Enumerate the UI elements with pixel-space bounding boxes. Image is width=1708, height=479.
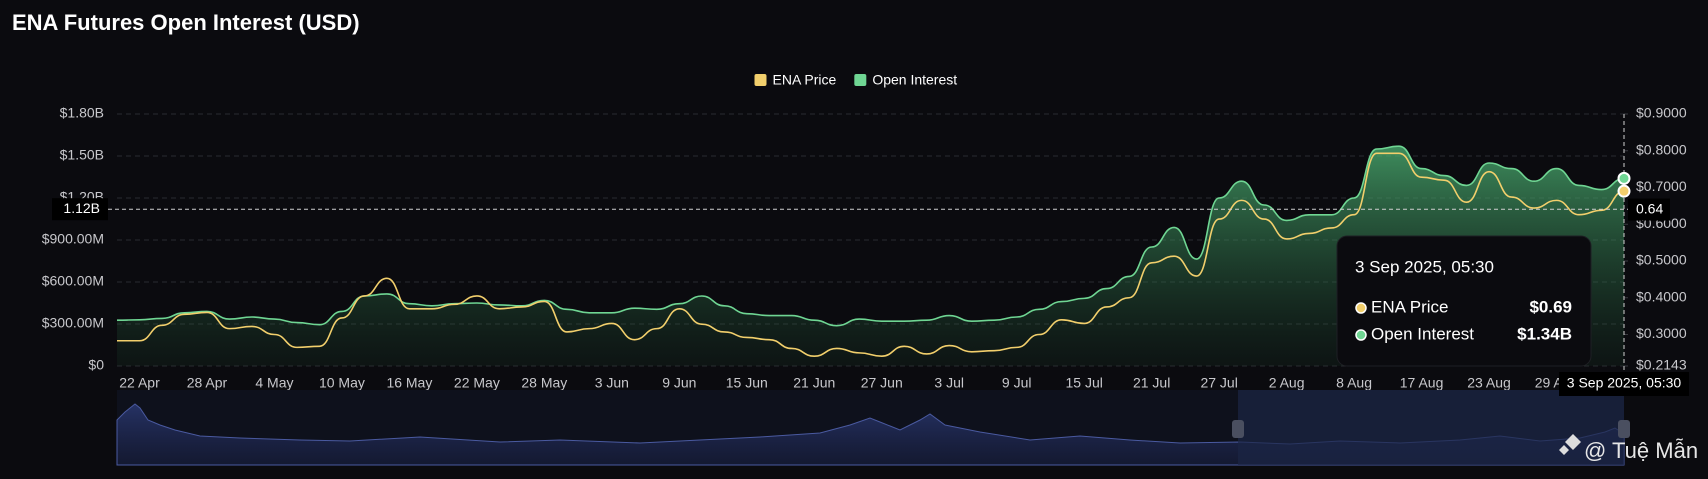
navigator: [116, 390, 1630, 466]
hover-point: [1617, 184, 1631, 198]
tooltip: [1336, 235, 1592, 367]
axes: $0$300.00M$600.00M$900.00M$1.20B$1.50B$1…: [42, 105, 1687, 391]
x-tick-label: 9 Jun: [662, 375, 696, 391]
chart-title: ENA Futures Open Interest (USD): [12, 10, 360, 35]
x-tick-label: 21 Jun: [793, 375, 835, 391]
x-tick-label: 10 May: [319, 375, 365, 391]
crosshair-y2-label: 0.64: [1636, 200, 1663, 216]
legend-swatch: [754, 74, 767, 86]
y2-tick-label: $0.9000: [1636, 105, 1687, 121]
x-tick-label: 22 May: [454, 375, 500, 391]
legend-label: Open Interest: [872, 72, 957, 88]
y-tick-label: $300.00M: [42, 315, 104, 331]
tooltip-value: $1.34B: [1517, 324, 1572, 343]
hover-point: [1617, 171, 1631, 185]
x-tick-label: 28 May: [521, 375, 567, 391]
legend: ENA Price Open Interest: [754, 72, 957, 88]
y2-tick-label: $0.2143: [1636, 357, 1687, 373]
y2-tick-label: $0.5000: [1636, 252, 1687, 268]
x-tick-label: 16 May: [386, 375, 432, 391]
crosshair-x-label: 3 Sep 2025, 05:30: [1567, 375, 1682, 391]
x-tick-label: 2 Aug: [1269, 375, 1305, 391]
tooltip-value: $0.69: [1529, 297, 1572, 316]
tooltip-dot: [1355, 329, 1367, 341]
legend-swatch: [854, 74, 867, 86]
x-tick-label: 4 May: [255, 375, 293, 391]
crosshair-y-label: 1.12B: [63, 200, 100, 216]
legend-label: ENA Price: [773, 72, 837, 88]
x-tick-label: 27 Jul: [1200, 375, 1237, 391]
x-tick-label: 15 Jun: [726, 375, 768, 391]
y-tick-label: $1.80B: [60, 105, 104, 121]
y2-tick-label: $0.4000: [1636, 288, 1687, 304]
y2-tick-label: $0.8000: [1636, 141, 1687, 157]
crosshair-x-box: [1559, 372, 1689, 396]
plot: [116, 145, 1625, 366]
tooltip-dot: [1355, 302, 1367, 314]
y2-tick-label: $0.7000: [1636, 178, 1687, 194]
watermark: @ Tuệ Mẫn: [1584, 438, 1698, 463]
tooltip-name: Open Interest: [1371, 324, 1474, 343]
x-tick-label: 8 Aug: [1336, 375, 1372, 391]
y-tick-label: $1.50B: [60, 147, 104, 163]
x-tick-label: 15 Jul: [1065, 375, 1102, 391]
x-tick-label: 17 Aug: [1400, 375, 1444, 391]
watermark-group: @ Tuệ Mẫn: [1559, 434, 1698, 463]
line: [116, 145, 1625, 327]
y-tick-label: $0: [88, 357, 104, 373]
x-tick-label: 21 Jul: [1133, 375, 1170, 391]
line: [117, 152, 1625, 357]
x-tick-label: 23 Aug: [1467, 375, 1511, 391]
x-tick-label: 9 Jul: [1002, 375, 1032, 391]
y2-tick-label: $0.3000: [1636, 325, 1687, 341]
navigator-selection: [1238, 390, 1624, 465]
watermark-logo: [1559, 434, 1581, 455]
tooltip-name: ENA Price: [1371, 297, 1448, 316]
x-tick-label: 27 Jun: [861, 375, 903, 391]
overlay: 1.12B 0.64 3 Sep 2025, 05:30 3 Sep 2025, 05…: [52, 114, 1689, 396]
crosshair-y-box: [52, 198, 108, 221]
area: [117, 146, 1624, 366]
navigator-handle[interactable]: [1232, 420, 1244, 438]
navigator-handle[interactable]: [1618, 420, 1630, 438]
x-tick-label: 3 Jul: [934, 375, 964, 391]
x-tick-label: 22 Apr: [119, 375, 160, 391]
y-tick-label: $600.00M: [42, 273, 104, 289]
y-tick-label: $900.00M: [42, 231, 104, 247]
tooltip-title: 3 Sep 2025, 05:30: [1355, 257, 1494, 276]
x-tick-label: 3 Jun: [595, 375, 629, 391]
crosshair-y2-box: [1628, 198, 1670, 221]
x-tick-label: 28 Apr: [187, 375, 228, 391]
